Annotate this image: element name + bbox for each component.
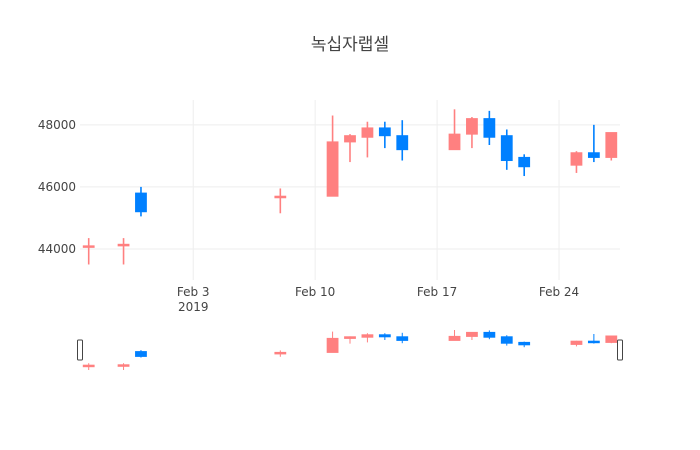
candle-body xyxy=(326,337,339,353)
candle-body xyxy=(518,156,531,168)
candle xyxy=(448,109,461,151)
slider-candle xyxy=(483,330,496,340)
candle-body xyxy=(448,335,461,341)
grid-layer xyxy=(80,100,620,280)
candle-body xyxy=(587,152,600,158)
candle xyxy=(378,121,391,149)
slider-candle xyxy=(378,333,391,340)
candle xyxy=(326,115,339,197)
slider-candle xyxy=(326,331,339,353)
range-slider-right-handle[interactable] xyxy=(617,339,623,361)
chart-title: 녹십자랩셀 xyxy=(311,35,389,55)
candle-body xyxy=(274,195,287,199)
x-tick-label: Feb 3 xyxy=(177,285,210,299)
slider-candle xyxy=(117,363,130,370)
candle xyxy=(135,186,147,217)
candle-body xyxy=(500,135,513,162)
candle-body xyxy=(135,192,147,213)
candle-body xyxy=(361,334,374,338)
candle-body xyxy=(344,135,356,143)
candle xyxy=(587,124,600,163)
candle xyxy=(396,120,409,161)
candle xyxy=(518,154,531,177)
slider-candle xyxy=(466,331,478,340)
slider-candle xyxy=(518,341,531,348)
candle-body xyxy=(396,336,409,341)
candle xyxy=(605,132,618,161)
candle-body xyxy=(518,341,531,346)
candle-body xyxy=(344,336,356,339)
candle xyxy=(361,121,374,158)
candle-body xyxy=(274,351,287,355)
candle-body xyxy=(570,152,583,166)
slider-candle xyxy=(570,340,583,347)
slider-candle xyxy=(500,335,513,346)
slider-candle xyxy=(135,350,147,358)
candle-body xyxy=(605,335,618,343)
candle xyxy=(117,238,130,265)
slider-candle xyxy=(344,336,356,344)
slider-candle xyxy=(361,333,374,343)
x-tick-year: 2019 xyxy=(178,300,209,314)
y-tick-label: 46000 xyxy=(38,180,76,194)
y-tick-label: 44000 xyxy=(38,242,76,256)
candle-body xyxy=(587,340,600,344)
candle-body xyxy=(117,364,130,367)
candle-body xyxy=(483,118,496,138)
slider-candle xyxy=(587,334,600,344)
candle-body xyxy=(326,141,339,197)
candle-body xyxy=(82,245,95,248)
candle-body xyxy=(500,336,513,344)
candle xyxy=(466,117,478,149)
range-slider-left-handle[interactable] xyxy=(77,339,83,361)
slider-candle xyxy=(396,332,409,344)
candle-layer xyxy=(82,109,618,265)
candle xyxy=(500,129,513,170)
candle xyxy=(570,151,583,173)
candle xyxy=(274,188,287,214)
candle-body xyxy=(378,127,391,137)
x-tick-label: Feb 10 xyxy=(295,285,335,299)
candle-body xyxy=(135,351,147,357)
slider-candle xyxy=(605,335,618,344)
candle-body xyxy=(396,135,409,151)
slider-candle xyxy=(274,350,287,357)
y-tick-label: 48000 xyxy=(38,118,76,132)
x-tick-label: Feb 24 xyxy=(539,285,579,299)
candle-body xyxy=(448,133,461,151)
range-slider[interactable] xyxy=(77,330,623,370)
candle xyxy=(483,110,496,145)
candle-body xyxy=(570,340,583,345)
candle-body xyxy=(82,364,95,368)
x-tick-label: Feb 17 xyxy=(417,285,457,299)
candle xyxy=(82,238,95,265)
candle-body xyxy=(378,334,391,338)
candle-body xyxy=(361,127,374,138)
slider-candle xyxy=(82,363,95,370)
candle xyxy=(344,134,356,163)
candle-body xyxy=(466,331,478,337)
axis-layer: 44000 46000 48000 Feb 3 Feb 10 Feb 17 Feb 24 20… xyxy=(38,118,579,314)
slider-candle xyxy=(448,330,461,341)
candle-body xyxy=(117,243,130,247)
candle-body xyxy=(605,132,618,158)
candle-body xyxy=(466,118,478,135)
candle-body xyxy=(483,331,496,338)
